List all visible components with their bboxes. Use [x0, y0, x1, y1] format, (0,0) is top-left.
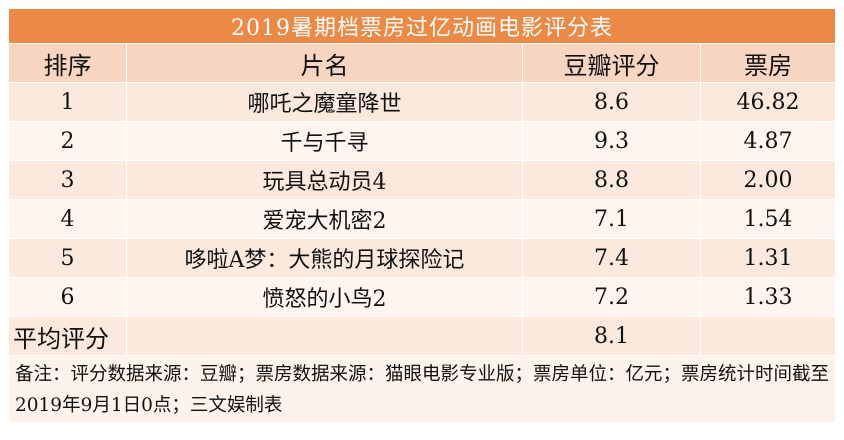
rank-cell: 6 — [8, 277, 127, 317]
average-empty-box — [700, 316, 836, 356]
score-cell: 7.2 — [522, 277, 701, 317]
table-row: 3 玩具总动员4 8.8 2.00 — [8, 160, 836, 200]
box-office-cell: 4.87 — [700, 121, 836, 161]
film-title-cell: 愤怒的小鸟2 — [126, 277, 523, 317]
table-note: 备注：评分数据来源：豆瓣；票房数据来源：猫眼电影专业版；票房单位：亿元；票房统计… — [8, 355, 836, 423]
header-title: 片名 — [126, 43, 523, 83]
header-box-office: 票房 — [700, 43, 836, 83]
average-empty-name — [126, 316, 523, 356]
score-cell: 8.8 — [522, 160, 701, 200]
box-office-cell: 1.31 — [700, 238, 836, 278]
table-row: 5 哆啦A梦：大熊的月球探险记 7.4 1.31 — [8, 238, 836, 278]
box-office-cell: 46.82 — [700, 82, 836, 122]
box-office-cell: 1.54 — [700, 199, 836, 239]
film-title-cell: 哪吒之魔童降世 — [126, 82, 523, 122]
cropped-top-text — [0, 0, 844, 8]
header-rank: 排序 — [8, 43, 127, 83]
table-row: 2 千与千寻 9.3 4.87 — [8, 121, 836, 161]
film-title-cell: 千与千寻 — [126, 121, 523, 161]
header-douban-score: 豆瓣评分 — [522, 43, 701, 83]
film-title-cell: 玩具总动员4 — [126, 160, 523, 200]
table-title: 2019暑期档票房过亿动画电影评分表 — [8, 8, 836, 44]
score-cell: 7.4 — [522, 238, 701, 278]
box-office-cell: 1.33 — [700, 277, 836, 317]
rank-cell: 1 — [8, 82, 127, 122]
score-cell: 7.1 — [522, 199, 701, 239]
rank-cell: 4 — [8, 199, 127, 239]
rank-cell: 5 — [8, 238, 127, 278]
average-score: 8.1 — [522, 316, 701, 356]
score-cell: 8.6 — [522, 82, 701, 122]
rank-cell: 2 — [8, 121, 127, 161]
table-row: 1 哪吒之魔童降世 8.6 46.82 — [8, 82, 836, 122]
box-office-rating-table: 2019暑期档票房过亿动画电影评分表 排序 片名 豆瓣评分 票房 1 哪吒之魔童降… — [8, 8, 836, 423]
box-office-cell: 2.00 — [700, 160, 836, 200]
rank-cell: 3 — [8, 160, 127, 200]
table-row: 4 爱宠大机密2 7.1 1.54 — [8, 199, 836, 239]
film-title-cell: 爱宠大机密2 — [126, 199, 523, 239]
film-title-cell: 哆啦A梦：大熊的月球探险记 — [126, 238, 523, 278]
score-cell: 9.3 — [522, 121, 701, 161]
average-label: 平均评分 — [8, 316, 127, 356]
table-row: 6 愤怒的小鸟2 7.2 1.33 — [8, 277, 836, 317]
